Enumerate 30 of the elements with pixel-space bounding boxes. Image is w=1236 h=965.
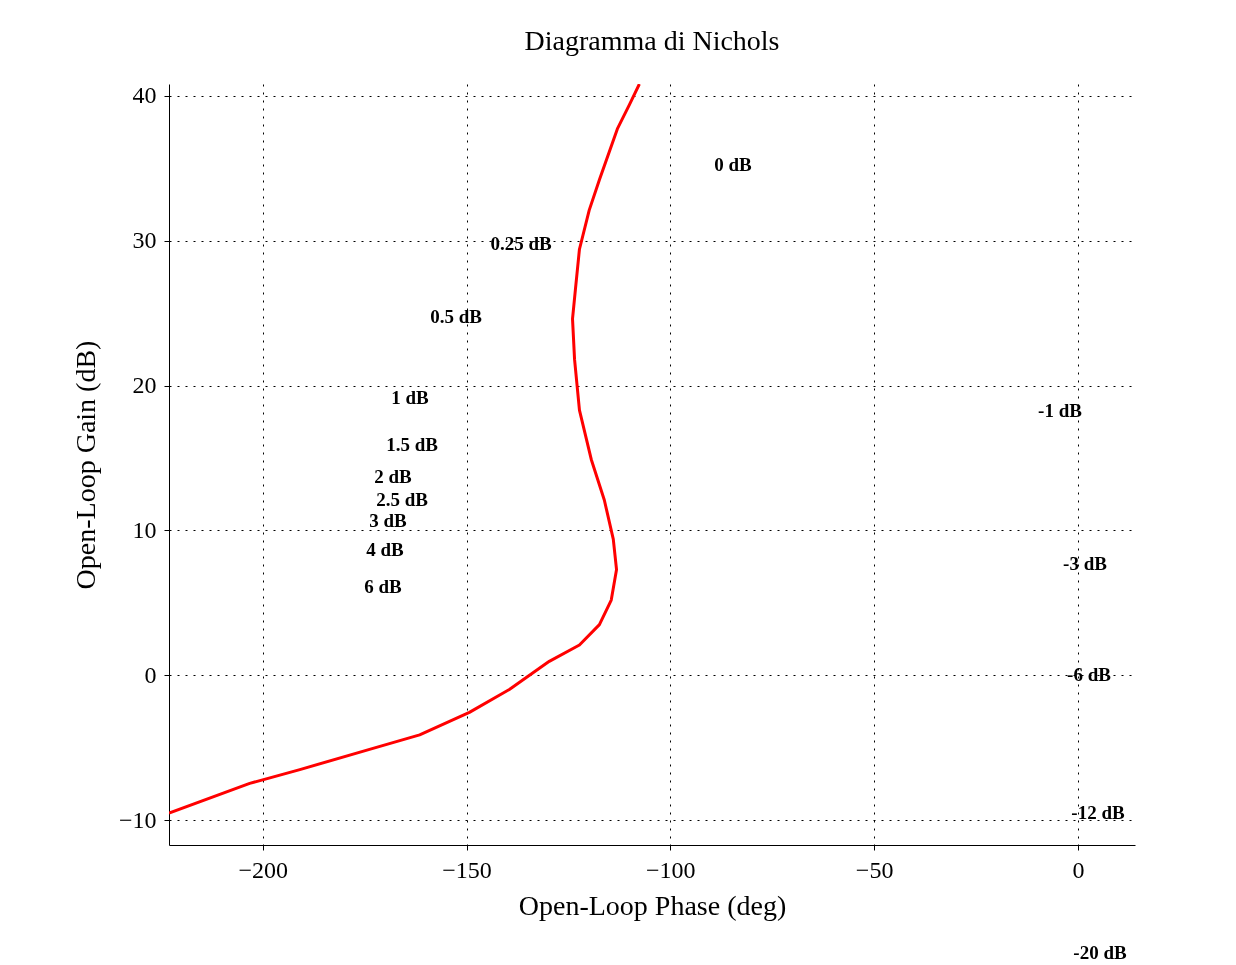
y-tick-label: 0: [144, 661, 157, 688]
y-tick-label: 20: [132, 372, 157, 398]
annotation: 1 dB: [391, 387, 429, 409]
x-tick-label: −150: [442, 856, 492, 883]
y-tick-label: 40: [132, 82, 157, 109]
x-axis-title: Open-Loop Phase (deg): [518, 889, 787, 921]
annotation: 2 dB: [374, 466, 412, 488]
annotation: 4 dB: [366, 539, 404, 561]
annotation: -12 dB: [1071, 802, 1125, 824]
annotation: -3 dB: [1063, 553, 1107, 575]
x-tick-label: −50: [855, 856, 894, 883]
y-axis-title: Open-Loop Gain (dB): [69, 340, 101, 590]
y-tick-label: 10: [132, 516, 157, 543]
annotation: 0 dB: [714, 154, 752, 176]
annotation: 2.5 dB: [376, 489, 428, 511]
annotation: 3 dB: [369, 510, 407, 532]
annotation: 0.25 dB: [490, 233, 552, 255]
annotation: 0.5 dB: [430, 306, 482, 328]
x-tick-label: 0: [1072, 856, 1085, 883]
chart-title: Diagramma di Nichols: [524, 24, 780, 56]
annotation: -1 dB: [1038, 400, 1082, 422]
line-series: [169, 84, 641, 815]
annotation: 6 dB: [364, 576, 402, 598]
annotation: 1.5 dB: [386, 434, 438, 456]
x-tick-label: −100: [646, 856, 696, 883]
y-tick-label: 30: [132, 227, 157, 254]
y-tick-label: −10: [118, 806, 157, 833]
annotation: -6 dB: [1067, 664, 1111, 686]
text: -20 dB: [1073, 942, 1127, 964]
x-tick-label: −200: [238, 856, 289, 883]
